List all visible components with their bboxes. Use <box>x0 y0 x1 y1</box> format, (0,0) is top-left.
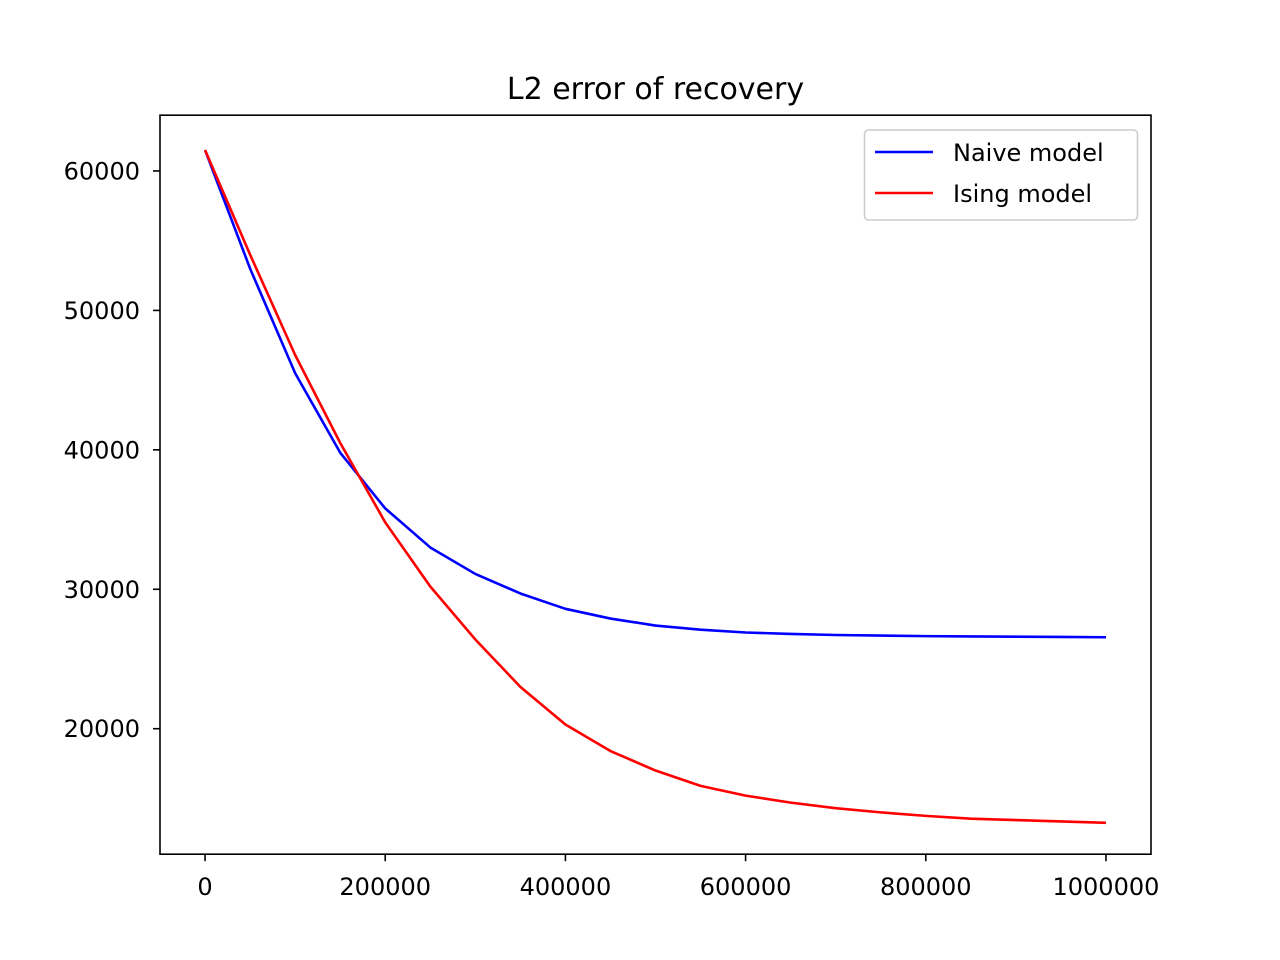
plot-area <box>159 114 1152 855</box>
axes-frame <box>159 114 1152 855</box>
y-tick-label: 50000 <box>64 297 140 325</box>
series-layer <box>203 149 1106 825</box>
series-line-ising-model <box>203 149 1106 825</box>
legend-label-naive-model: Naive model <box>953 139 1104 167</box>
chart-title: L2 error of recovery <box>507 72 804 107</box>
y-tick-label: 30000 <box>64 576 140 604</box>
y-tick-label: 60000 <box>64 157 140 185</box>
y-axis: 20000 30000 40000 50000 60000 <box>64 157 160 743</box>
legend-label-ising-model: Ising model <box>953 180 1092 208</box>
legend: Naive model Ising model <box>863 129 1139 221</box>
x-tick-label: 800000 <box>880 873 972 901</box>
y-tick-label: 20000 <box>64 715 140 743</box>
x-axis: 0 200000 400000 600000 800000 1000000 <box>197 854 1159 901</box>
y-tick-label: 40000 <box>64 436 140 464</box>
x-tick-label: 0 <box>197 873 212 901</box>
x-tick-label: 600000 <box>700 873 792 901</box>
x-tick-label: 1000000 <box>1053 873 1160 901</box>
x-tick-label: 200000 <box>339 873 431 901</box>
x-tick-label: 400000 <box>520 873 612 901</box>
